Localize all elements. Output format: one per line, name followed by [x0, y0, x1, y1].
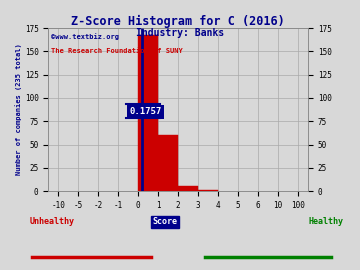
- Text: The Research Foundation of SUNY: The Research Foundation of SUNY: [51, 48, 183, 54]
- Text: Score: Score: [153, 217, 177, 226]
- Title: Z-Score Histogram for C (2016): Z-Score Histogram for C (2016): [71, 15, 285, 28]
- Bar: [178, 185, 198, 191]
- Bar: [138, 35, 158, 191]
- Bar: [158, 135, 178, 191]
- Text: Industry: Banks: Industry: Banks: [136, 28, 224, 38]
- Text: Score: Score: [153, 217, 177, 226]
- Bar: [198, 190, 218, 191]
- Text: Healthy: Healthy: [309, 217, 344, 226]
- Text: Unhealthy: Unhealthy: [30, 217, 75, 226]
- Text: 0.1757: 0.1757: [129, 107, 161, 116]
- Text: ©www.textbiz.org: ©www.textbiz.org: [51, 33, 119, 40]
- Y-axis label: Number of companies (235 total): Number of companies (235 total): [15, 44, 22, 176]
